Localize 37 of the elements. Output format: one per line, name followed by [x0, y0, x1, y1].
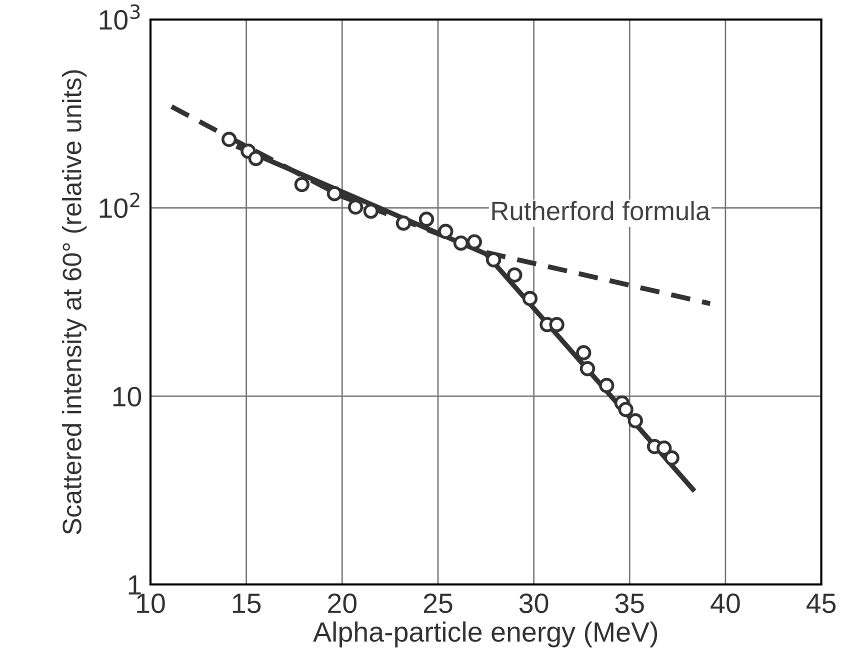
- point: [522, 290, 538, 306]
- point: [599, 378, 614, 394]
- x-tick-label: 45: [806, 594, 836, 614]
- y-axis-title: Scattered intensity at 60° (relative units): [62, 70, 87, 534]
- point: [396, 216, 412, 231]
- point: [664, 450, 680, 466]
- point: [294, 176, 310, 192]
- x-tick-label: 15: [233, 594, 261, 614]
- point: [656, 440, 672, 456]
- y-tick-label: 10$^{3}$: [100, 4, 140, 30]
- point: [363, 204, 379, 219]
- point: [326, 186, 342, 202]
- point: [618, 402, 634, 418]
- y-tick-label: 10$^{2}$: [100, 192, 140, 218]
- point: [418, 212, 434, 227]
- x-tick-label: 20: [328, 594, 357, 614]
- point: [549, 316, 564, 332]
- x-axis-title: Alpha-particle energy (MeV): [313, 621, 658, 648]
- x-tick-label: 35: [615, 594, 644, 614]
- x-tick-label: 25: [424, 594, 452, 614]
- point: [576, 345, 592, 360]
- y-tick-label: 10: [113, 386, 142, 406]
- point: [248, 150, 264, 166]
- point: [438, 224, 454, 239]
- point: [628, 413, 643, 428]
- y-tick-label: 1: [128, 575, 141, 594]
- point: [507, 267, 522, 283]
- point: [453, 235, 469, 251]
- point: [486, 252, 502, 268]
- x-tick-label: 40: [710, 594, 740, 614]
- x-tick-label: 10: [137, 594, 165, 614]
- point: [466, 234, 482, 250]
- x-tick-label: 30: [519, 594, 548, 614]
- point: [348, 199, 364, 215]
- point: [580, 361, 596, 376]
- series-label: Rutherford formula: [492, 200, 710, 220]
- point: [221, 132, 237, 148]
